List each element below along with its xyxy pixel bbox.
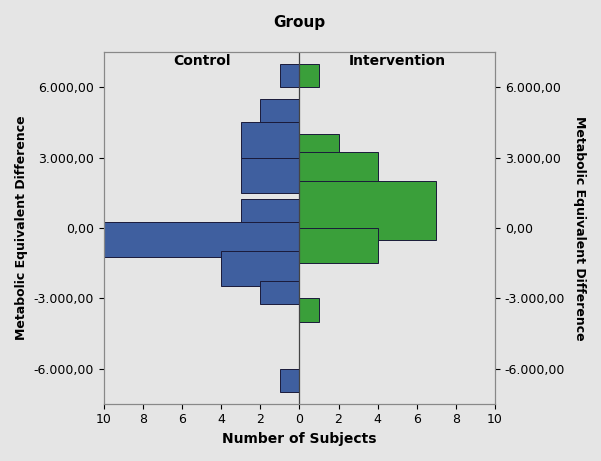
- Bar: [240, 158, 299, 193]
- Text: Intervention: Intervention: [349, 54, 446, 68]
- Bar: [299, 152, 377, 187]
- Bar: [299, 181, 436, 240]
- Y-axis label: Metabolic Equivalent Difference: Metabolic Equivalent Difference: [15, 116, 28, 340]
- Bar: [299, 298, 319, 322]
- Bar: [299, 134, 338, 158]
- Bar: [280, 368, 299, 392]
- Bar: [299, 64, 319, 87]
- Bar: [280, 64, 299, 87]
- X-axis label: Number of Subjects: Number of Subjects: [222, 432, 377, 446]
- Bar: [260, 99, 299, 122]
- Text: Control: Control: [172, 54, 230, 68]
- Bar: [240, 122, 299, 158]
- Bar: [103, 222, 299, 257]
- Bar: [299, 228, 377, 263]
- Bar: [240, 199, 299, 234]
- Y-axis label: Metabolic Equivalent Difference: Metabolic Equivalent Difference: [573, 116, 586, 340]
- Bar: [221, 251, 299, 286]
- Bar: [260, 281, 299, 304]
- Title: Group: Group: [273, 15, 325, 30]
